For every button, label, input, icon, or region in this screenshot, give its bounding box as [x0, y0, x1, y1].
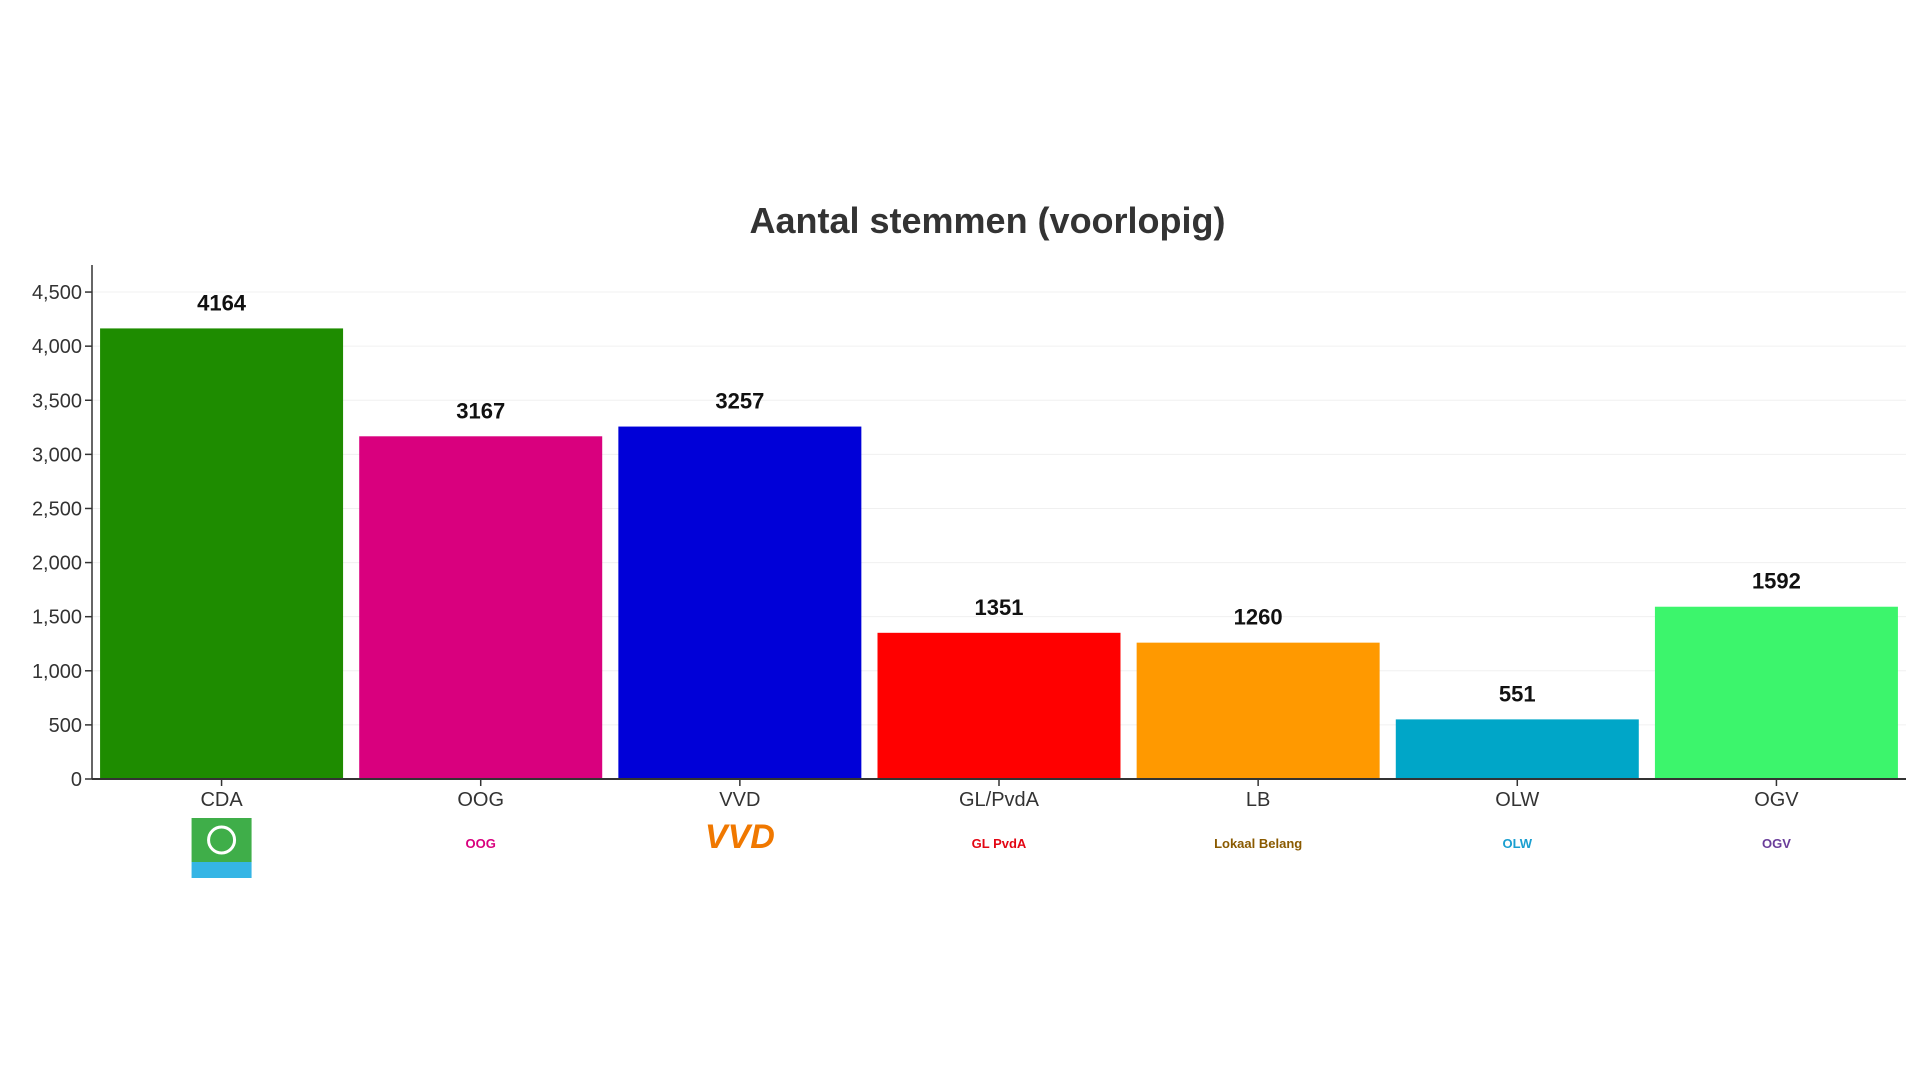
data-label: 1260: [1234, 605, 1283, 630]
x-tick-label: OGV: [1754, 789, 1799, 811]
data-label: 1351: [975, 595, 1024, 620]
cda-logo-ring: [207, 825, 237, 855]
y-tick-label: 4,500: [32, 282, 82, 304]
data-label: 3167: [456, 398, 505, 423]
cda-logo-band: [191, 862, 252, 878]
data-label: 551: [1499, 681, 1536, 706]
bar-cda: [100, 328, 344, 779]
bar-vvd: [618, 426, 862, 779]
party-logo-icon: OGV: [1762, 836, 1791, 851]
y-tick-label: 1,500: [32, 607, 82, 629]
x-tick-label: OOG: [457, 789, 504, 811]
cda-logo-icon: [191, 818, 252, 862]
y-tick-label: 3,500: [32, 390, 82, 412]
y-tick-label: 2,500: [32, 498, 82, 520]
party-logo-icon: VVD: [705, 818, 775, 856]
x-tick-label: LB: [1246, 789, 1270, 811]
y-tick-label: 0: [71, 769, 82, 791]
y-tick-label: 500: [49, 715, 82, 737]
x-tick-label: CDA: [200, 789, 243, 811]
party-logo-icon: Lokaal Belang: [1214, 836, 1302, 851]
party-logo-icon: OOG: [466, 836, 496, 851]
bar-ogv: [1654, 606, 1898, 779]
data-label: 1592: [1752, 569, 1801, 594]
y-tick-label: 2,000: [32, 553, 82, 575]
bar-lb: [1136, 642, 1380, 779]
data-label: 3257: [715, 389, 764, 414]
bar-gl-pvda: [877, 632, 1121, 779]
x-tick-label: VVD: [719, 789, 760, 811]
y-tick-label: 4,000: [32, 336, 82, 358]
data-label: 4164: [197, 290, 247, 315]
y-tick-label: 3,000: [32, 444, 82, 466]
x-tick-label: GL/PvdA: [959, 789, 1040, 811]
bar-olw: [1395, 719, 1639, 779]
x-tick-label: OLW: [1495, 789, 1539, 811]
y-tick-label: 1,000: [32, 661, 82, 683]
party-logo-icon: OLW: [1502, 836, 1532, 851]
chart-title: Aantal stemmen (voorlopig): [749, 200, 1226, 241]
party-logo-icon: GL PvdA: [972, 836, 1027, 851]
bar-oog: [359, 436, 603, 779]
